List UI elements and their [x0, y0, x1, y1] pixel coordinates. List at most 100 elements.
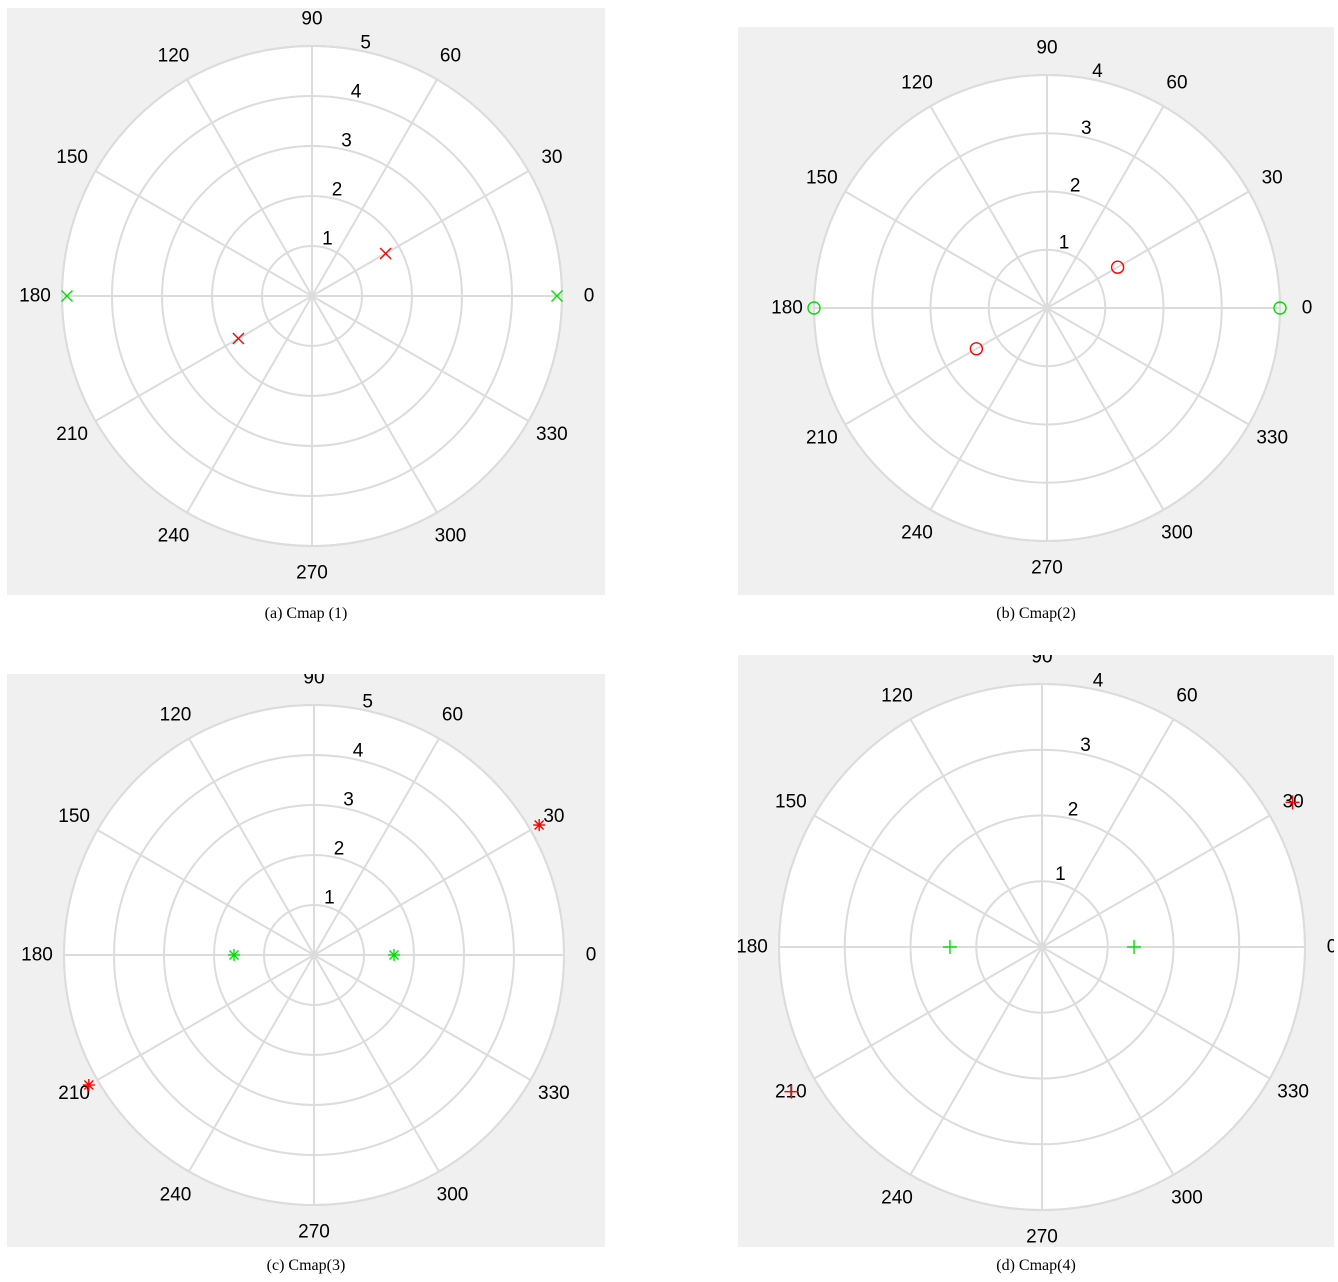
r-tick-label: 1 [324, 888, 335, 909]
theta-spoke [1041, 946, 1271, 1080]
r-tick-label: 1 [1055, 864, 1066, 885]
theta-tick-label: 120 [881, 685, 913, 706]
theta-tick-label: 300 [1161, 523, 1193, 544]
data-point [807, 301, 821, 315]
data-point [379, 247, 392, 260]
theta-spoke [311, 78, 438, 297]
theta-spoke [94, 170, 313, 297]
r-tick-label: 5 [362, 691, 373, 712]
theta-tick-label: 0 [586, 945, 597, 966]
polar-plot-a: 0 30 60 90 120 150 180 210 240 270 300 330 1 2 3 4 5 [7, 8, 605, 595]
data-point [942, 940, 957, 954]
theta-tick-label: 30 [541, 147, 562, 168]
theta-spoke [313, 954, 532, 1081]
theta-tick-label: 240 [901, 523, 933, 544]
data-point [388, 949, 400, 961]
data-point [1285, 795, 1300, 810]
r-tick-label: 1 [322, 229, 333, 250]
r-tick-label: 2 [1070, 175, 1081, 196]
theta-tick-label: 180 [21, 945, 53, 966]
theta-tick-label: 120 [158, 46, 190, 67]
theta-tick-label: 210 [58, 1083, 90, 1104]
data-point [1127, 940, 1142, 954]
theta-tick-label: 240 [160, 1184, 192, 1205]
theta-tick-label: 60 [442, 705, 463, 726]
theta-spoke [1041, 718, 1175, 948]
theta-tick-label: 240 [158, 525, 190, 546]
theta-tick-label: 0 [1327, 937, 1334, 958]
theta-tick-label: 30 [543, 806, 564, 827]
data-point [533, 819, 546, 831]
theta-tick-label: 150 [806, 168, 838, 189]
theta-spoke [909, 946, 1043, 1176]
theta-spoke [313, 829, 532, 956]
theta-spoke [1046, 190, 1250, 309]
theta-spoke [188, 954, 315, 1173]
data-point [228, 949, 240, 961]
theta-spoke [313, 954, 440, 1173]
theta-spoke [909, 718, 1043, 948]
polar-plot-b-svg: 0 30 60 90 120 150 180 210 240 270 300 330 1 2 3 4 [771, 38, 1313, 579]
theta-tick-label: 270 [1026, 1227, 1058, 1248]
theta-spoke [186, 78, 313, 297]
r-tick-label: 3 [1080, 735, 1091, 756]
theta-spoke [1046, 307, 1165, 511]
theta-tick-label: 180 [19, 286, 51, 307]
r-tick-label: 2 [1068, 800, 1079, 821]
theta-tick-label: 120 [901, 72, 933, 93]
theta-tick-label: 270 [296, 563, 328, 584]
theta-spoke [313, 737, 440, 956]
r-tick-label: 3 [1081, 118, 1092, 139]
theta-spoke [1046, 105, 1165, 309]
theta-tick-label: 120 [160, 705, 192, 726]
theta-tick-label: 270 [1031, 558, 1063, 579]
caption-c: (c) Cmap(3) [266, 1257, 346, 1274]
data-point [1273, 301, 1287, 315]
theta-tick-label: 150 [775, 792, 807, 813]
data-point [61, 290, 73, 302]
data-point [232, 332, 245, 345]
data-point [969, 342, 984, 356]
theta-tick-label: 210 [806, 428, 838, 449]
theta-tick-label: 0 [1302, 298, 1313, 319]
theta-spoke [311, 170, 530, 297]
theta-spoke [813, 814, 1043, 948]
data-point [784, 1084, 799, 1099]
theta-spoke [813, 946, 1043, 1080]
data-point [1110, 260, 1125, 274]
theta-tick-label: 180 [771, 298, 803, 319]
r-tick-label: 3 [343, 789, 354, 810]
theta-tick-label: 330 [1256, 428, 1288, 449]
theta-tick-label: 150 [56, 147, 88, 168]
theta-spoke [311, 295, 438, 514]
theta-tick-label: 90 [301, 9, 322, 30]
r-tick-label: 4 [1093, 671, 1104, 692]
polar-plot-c-svg: 0 30 60 90 120 150 180 210 240 270 300 330 1 2 3 4 5 [21, 674, 597, 1243]
polar-plot-d: 0 30 60 90 120 150 180 210 240 270 300 330 1 2 3 4 [738, 655, 1334, 1247]
theta-spoke [311, 295, 530, 422]
polar-plot-b: 0 30 60 90 120 150 180 210 240 270 300 330 1 2 3 4 [738, 27, 1334, 595]
theta-tick-label: 330 [1277, 1082, 1309, 1103]
r-tick-label: 2 [332, 180, 343, 201]
theta-spoke [1041, 946, 1175, 1176]
data-point [82, 1079, 95, 1091]
theta-tick-label: 180 [738, 937, 768, 958]
caption-a: (a) Cmap (1) [264, 605, 348, 622]
r-tick-label: 1 [1059, 233, 1070, 254]
theta-tick-label: 240 [881, 1188, 913, 1209]
r-tick-label: 4 [351, 81, 362, 102]
theta-tick-label: 60 [1176, 685, 1197, 706]
r-tick-label: 4 [1092, 61, 1103, 82]
theta-tick-label: 90 [1031, 655, 1052, 668]
r-tick-label: 3 [341, 130, 352, 151]
theta-spoke [186, 295, 313, 514]
theta-spoke [96, 954, 315, 1081]
theta-tick-label: 30 [1262, 168, 1283, 189]
theta-tick-label: 210 [56, 424, 88, 445]
theta-spoke [1046, 307, 1250, 426]
theta-tick-label: 270 [298, 1222, 330, 1243]
caption-d: (d) Cmap(4) [996, 1257, 1076, 1274]
polar-plot-a-svg: 0 30 60 90 120 150 180 210 240 270 300 330 1 2 3 4 5 [19, 9, 594, 584]
theta-tick-label: 90 [303, 674, 324, 689]
